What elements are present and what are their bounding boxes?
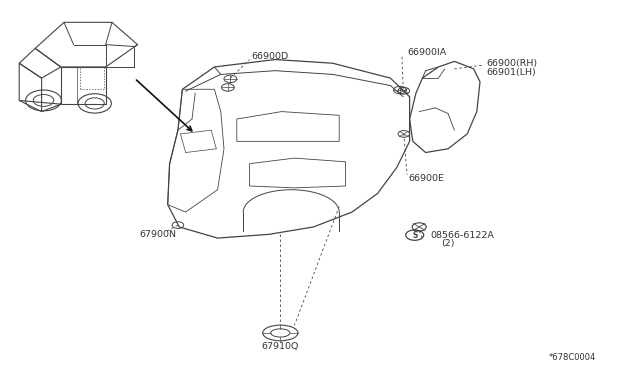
- Text: 67910Q: 67910Q: [262, 342, 299, 351]
- Text: (2): (2): [442, 239, 455, 248]
- Text: 67900N: 67900N: [140, 230, 177, 239]
- Text: 66900D: 66900D: [252, 52, 289, 61]
- Text: 66901(LH): 66901(LH): [486, 68, 536, 77]
- Text: 08566-6122A: 08566-6122A: [430, 231, 494, 240]
- Text: 66900E: 66900E: [408, 174, 444, 183]
- Text: 66900(RH): 66900(RH): [486, 59, 538, 68]
- Text: S: S: [412, 231, 417, 240]
- Text: 66900ΙA: 66900ΙA: [407, 48, 446, 57]
- Text: *678C0004: *678C0004: [549, 353, 596, 362]
